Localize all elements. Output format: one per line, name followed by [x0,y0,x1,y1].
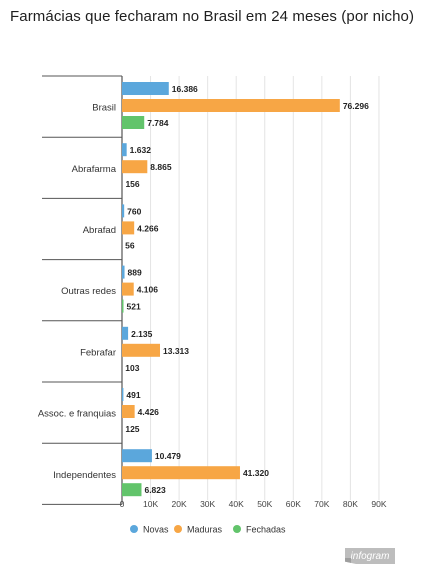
bar-fechadas [122,483,142,497]
data-label: 13.313 [163,346,189,356]
x-tick-label: 40K [229,499,244,509]
x-tick-label: 60K [286,499,301,509]
category-label: Independentes [53,470,116,481]
data-label: 10.479 [155,451,181,461]
bar-fechadas [122,116,145,129]
data-label: 16.386 [172,84,198,94]
data-label: 125 [125,424,139,434]
category-label: Abrafad [83,225,116,236]
category-label: Febrafar [80,347,116,358]
data-label: 56 [125,240,135,250]
bar-maduras [122,405,135,418]
bar-novas [122,388,124,401]
bar-novas [122,143,127,157]
data-label: 6.823 [144,485,166,495]
bar-maduras [122,99,340,112]
data-label: 521 [126,302,140,312]
x-tick-label: 30K [200,499,215,509]
bar-maduras [122,160,148,174]
bar-maduras [122,282,134,296]
legend-label: Fechadas [246,525,286,535]
data-label: 1.632 [130,145,152,155]
bar-maduras [122,466,240,480]
data-label: 7.784 [147,118,169,128]
infogram-badge[interactable]: infogram [345,548,395,564]
data-label: 8.865 [150,162,172,172]
bar-novas [122,204,125,218]
bar-novas [122,326,129,340]
legend-marker-novas [130,525,138,533]
data-label: 103 [125,363,139,373]
data-label: 760 [127,206,141,216]
bar-novas [122,82,169,95]
bar-novas [122,449,152,463]
bar-maduras [122,221,135,235]
data-label: 4.106 [137,285,159,295]
category-label: Outras redes [61,286,116,297]
category-label: Abrafarma [72,164,117,175]
legend-marker-maduras [174,525,182,533]
legend-marker-fechadas [233,525,241,533]
legend-label: Novas [143,525,169,535]
bar-fechadas [122,299,124,313]
data-label: 491 [126,390,140,400]
category-label: Assoc. e franquias [38,409,116,420]
bar-maduras [122,343,161,357]
x-tick-label: 50K [257,499,272,509]
x-tick-label: 10K [143,499,158,509]
x-tick-label: 0 [120,499,125,509]
data-label: 41.320 [243,468,269,478]
category-label: Brasil [92,103,116,114]
data-label: 889 [128,268,142,278]
data-label: 156 [125,179,139,189]
data-label: 4.266 [137,223,159,233]
data-label: 4.426 [138,407,160,417]
bar-novas [122,265,125,279]
data-label: 76.296 [343,101,369,111]
x-tick-label: 90K [371,499,386,509]
data-label: 2.135 [131,329,153,339]
legend-label: Maduras [187,525,223,535]
x-tick-label: 20K [172,499,187,509]
x-tick-label: 70K [314,499,329,509]
x-tick-label: 80K [343,499,358,509]
chart-title: Farmácias que fecharam no Brasil em 24 m… [10,8,415,25]
